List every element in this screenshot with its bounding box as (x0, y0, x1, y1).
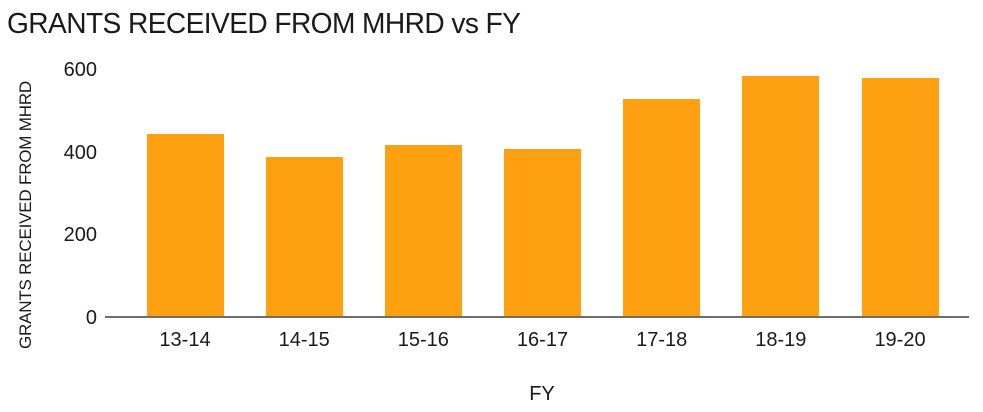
x-tick-label: 17-18 (636, 329, 688, 351)
chart-title: GRANTS RECEIVED FROM MHRD vs FY (7, 8, 521, 40)
x-tick-label: 16-17 (516, 329, 569, 351)
y-axis-title: GRANTS RECEIVED FROM MHRD (16, 81, 35, 349)
bar-19-20[interactable] (861, 78, 939, 316)
y-tick-label: 200 (63, 224, 97, 247)
x-tick-label: 15-16 (397, 329, 449, 351)
x-tick-label: 19-20 (874, 329, 926, 351)
x-axis-title: FY (529, 383, 555, 405)
plot-area: 13-14 14-15 15-16 16-17 17-18 18-19 19-20 0 200 4… (64, 60, 969, 351)
x-tick-label: 14-15 (278, 329, 330, 351)
bar-17-18[interactable] (623, 99, 701, 316)
x-tick-label: 18-19 (755, 329, 807, 351)
bar-13-14[interactable] (146, 134, 224, 316)
bar-15-16[interactable] (384, 144, 462, 316)
y-tick-label: 600 (63, 59, 97, 81)
x-tick-label: 13-14 (159, 329, 211, 351)
bar-18-19[interactable] (742, 76, 820, 316)
bar-14-15[interactable] (265, 156, 343, 316)
y-tick-label: 400 (63, 141, 97, 164)
bar-16-17[interactable] (504, 148, 581, 316)
y-tick-label: 0 (85, 307, 97, 329)
